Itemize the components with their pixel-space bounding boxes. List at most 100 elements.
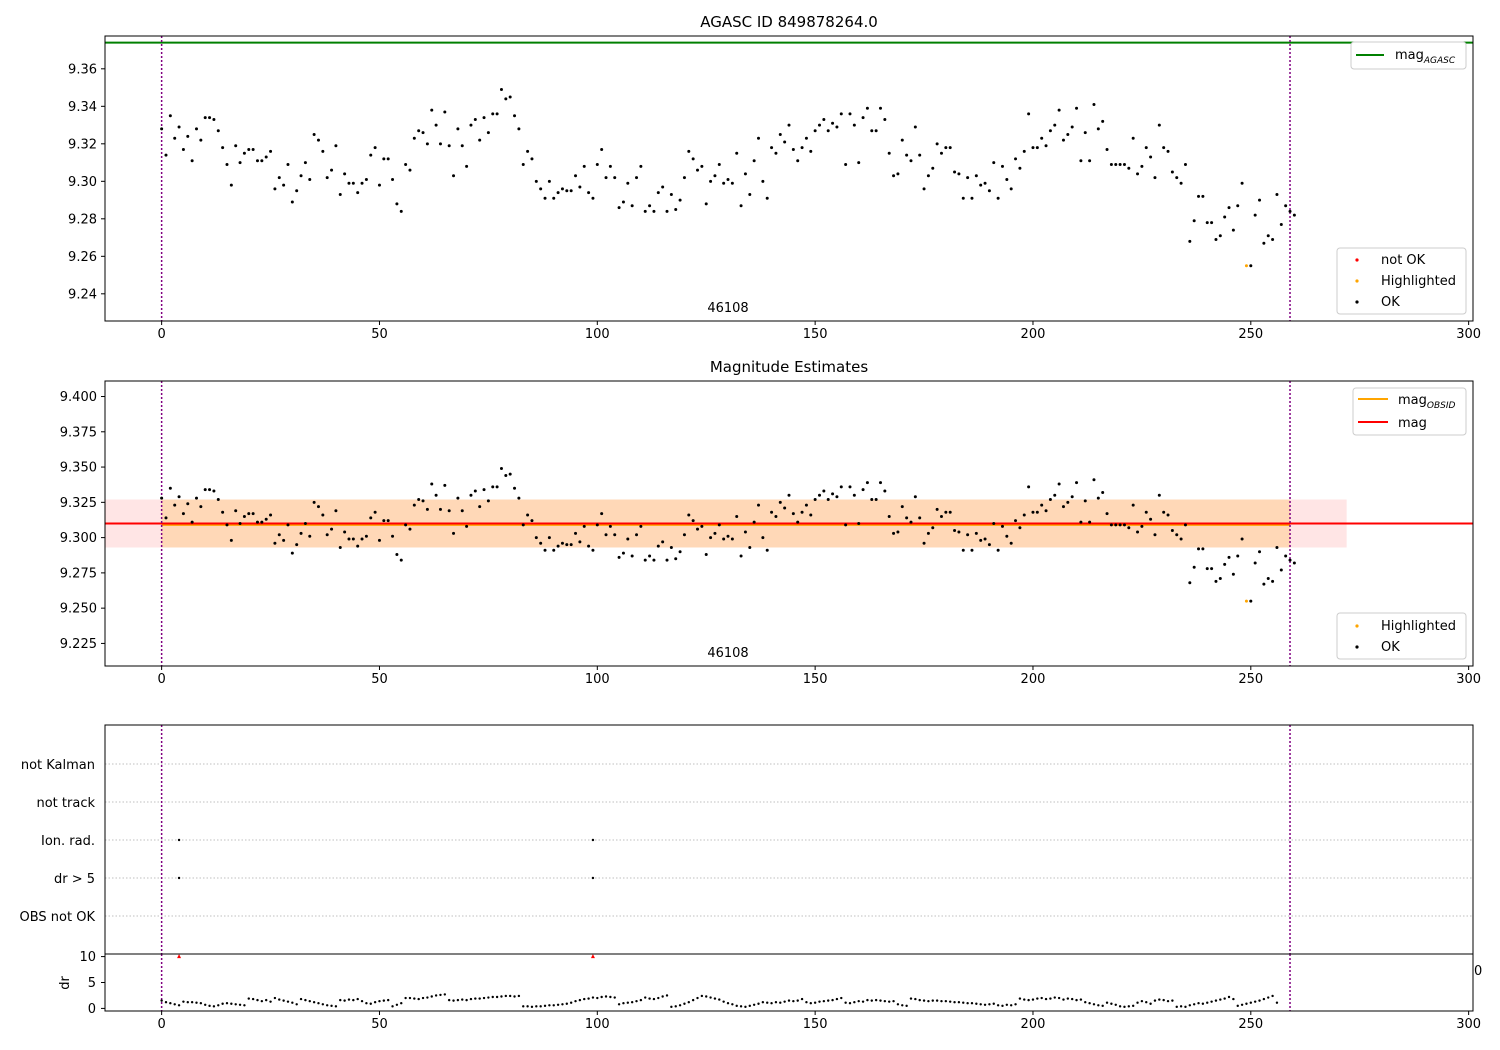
x-tick-label: 50 — [371, 327, 388, 342]
ok-point — [939, 151, 943, 155]
x-tick-label: 50 — [371, 672, 388, 687]
dr-point — [888, 1000, 891, 1003]
ok-point — [1079, 159, 1083, 163]
dr-point — [757, 1002, 760, 1005]
ok-point — [639, 524, 643, 528]
dr-point — [1158, 998, 1161, 1001]
ok-point — [757, 136, 761, 140]
ok-point — [430, 108, 434, 112]
ok-point — [247, 512, 251, 516]
dr-point — [713, 997, 717, 1000]
ok-point — [804, 503, 808, 507]
ok-point — [626, 181, 630, 185]
dr-point — [944, 999, 948, 1003]
ok-point — [1284, 554, 1288, 558]
ok-point — [482, 116, 486, 120]
dr-point — [774, 1000, 778, 1004]
ok-point — [242, 151, 246, 155]
ok-point — [1031, 146, 1035, 150]
ok-point — [926, 531, 930, 535]
dr-point — [234, 1003, 237, 1006]
dr-point — [1044, 997, 1048, 1001]
dr-point — [617, 1003, 621, 1006]
dr-point — [334, 1005, 338, 1008]
flag-point — [177, 876, 181, 880]
dr-point — [417, 997, 420, 1001]
dr-point — [853, 1000, 856, 1004]
x-tick-label: 100 — [585, 1017, 610, 1032]
ok-point — [565, 189, 569, 193]
ok-point — [469, 493, 473, 497]
ok-point — [635, 533, 639, 537]
ok-point — [164, 153, 168, 157]
dr-point — [543, 1004, 547, 1008]
ok-point — [486, 499, 490, 503]
ok-point — [312, 500, 316, 504]
ok-point — [199, 138, 203, 142]
ok-point — [238, 522, 242, 525]
ok-point — [817, 493, 821, 497]
dr-point — [927, 999, 930, 1003]
dr-point — [1092, 1003, 1096, 1006]
ok-point — [526, 149, 530, 153]
ok-point — [382, 519, 386, 523]
ok-point — [1166, 149, 1170, 153]
dr-point — [1162, 998, 1165, 1002]
ok-point — [652, 558, 656, 562]
ok-point — [290, 551, 294, 555]
ok-point — [508, 472, 512, 476]
ok-point — [852, 493, 856, 497]
dr-point — [347, 998, 351, 1001]
ok-point — [164, 516, 168, 520]
ok-point — [1258, 550, 1262, 554]
dr-point — [365, 1002, 368, 1005]
ok-point — [1040, 136, 1044, 140]
dr-point — [783, 1000, 786, 1003]
dr-point — [1005, 1003, 1009, 1006]
dr-point — [796, 999, 799, 1002]
ok-point — [1153, 533, 1157, 537]
dr-point — [748, 1004, 751, 1008]
ok-point — [600, 512, 604, 516]
ok-point — [1027, 112, 1031, 116]
dr-point — [561, 1003, 564, 1006]
ok-point — [1075, 481, 1079, 485]
dr-point — [857, 999, 860, 1003]
ok-point — [678, 550, 682, 554]
dr-point — [722, 1000, 725, 1003]
ok-point — [364, 177, 368, 181]
dr-point — [495, 995, 499, 999]
dr-point — [1014, 1003, 1017, 1006]
ok-point — [948, 510, 952, 514]
dr-point — [1118, 1005, 1122, 1008]
ok-point — [1188, 239, 1192, 243]
ok-point — [330, 527, 334, 531]
ok-point — [608, 164, 612, 168]
ok-point — [983, 181, 987, 185]
ok-point — [870, 498, 874, 502]
ok-point — [953, 529, 957, 533]
ok-point — [787, 493, 791, 497]
ok-point — [1061, 138, 1065, 142]
ok-point — [1275, 192, 1279, 196]
ok-point — [931, 166, 935, 170]
ok-point — [861, 488, 865, 492]
ok-point — [504, 97, 508, 101]
ok-point — [565, 543, 569, 547]
ok-point — [517, 496, 521, 500]
ok-point — [953, 170, 957, 174]
ok-point — [665, 558, 669, 562]
x-tick-label: 0 — [157, 672, 165, 687]
panel1-line-legend: magAGASC — [1350, 41, 1467, 70]
dr-point — [513, 995, 516, 998]
ok-point — [269, 513, 273, 517]
ok-point — [957, 530, 961, 534]
dr-point — [983, 1003, 987, 1006]
ok-point — [225, 162, 229, 166]
ok-point — [229, 538, 233, 542]
ok-point — [194, 496, 198, 500]
ok-point — [1249, 264, 1253, 268]
ok-point — [865, 481, 869, 485]
ok-point — [186, 134, 190, 138]
ok-point — [765, 548, 769, 552]
